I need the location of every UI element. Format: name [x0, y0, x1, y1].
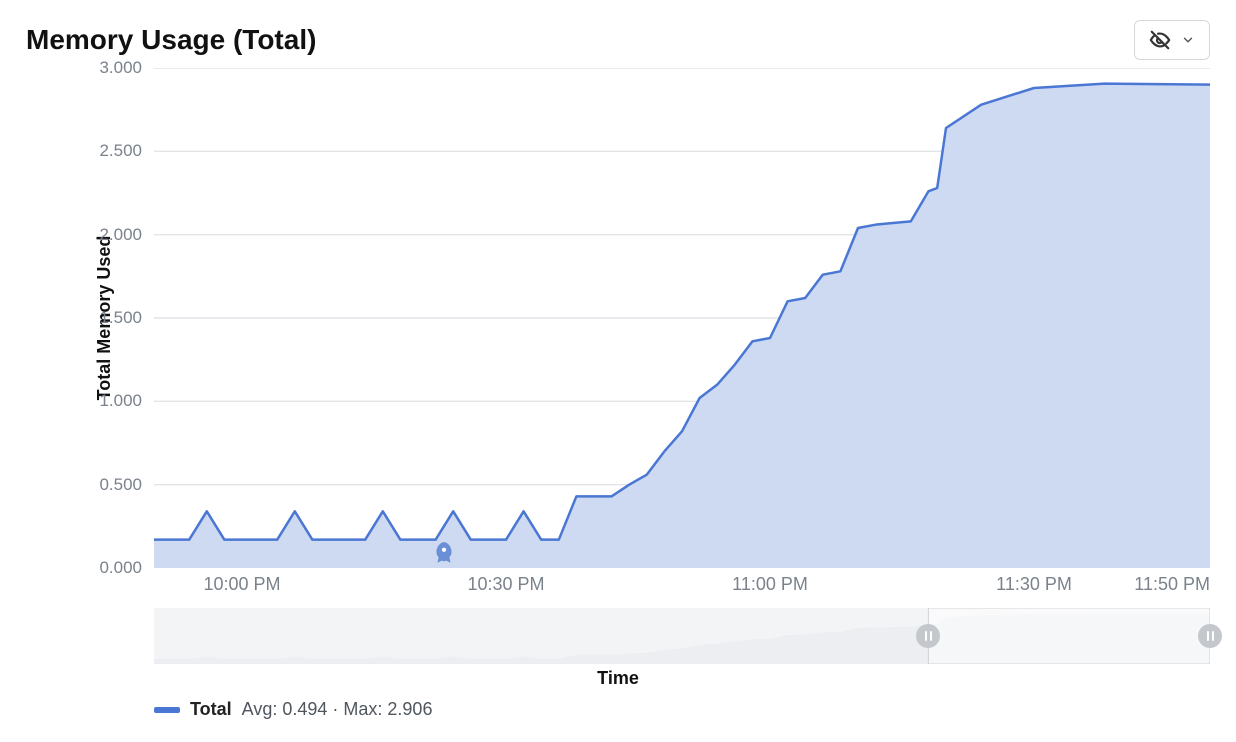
panel-header: Memory Usage (Total)	[26, 20, 1210, 60]
time-brush[interactable]	[154, 608, 1210, 664]
panel-title: Memory Usage (Total)	[26, 24, 316, 56]
x-axis-label: Time	[26, 668, 1210, 689]
chart-area: Total Memory Used 0.0000.5001.0001.5002.…	[26, 68, 1210, 568]
y-tick: 1.500	[78, 308, 142, 328]
y-tick: 3.000	[78, 58, 142, 78]
x-tick: 10:30 PM	[467, 574, 544, 595]
x-tick: 11:00 PM	[732, 574, 808, 595]
x-tick: 10:00 PM	[203, 574, 280, 595]
rocket-icon	[431, 540, 457, 566]
x-tick: 11:30 PM	[996, 574, 1072, 595]
chevron-down-icon	[1181, 33, 1195, 47]
brush-handle-start[interactable]	[916, 624, 940, 648]
legend-series-name: Total	[190, 699, 232, 720]
y-tick: 0.500	[78, 475, 142, 495]
y-tick: 1.000	[78, 391, 142, 411]
y-tick: 0.000	[78, 558, 142, 578]
legend-series-stats: Avg: 0.494 · Max: 2.906	[242, 699, 433, 720]
plot-region[interactable]	[154, 68, 1210, 568]
y-tick: 2.000	[78, 225, 142, 245]
x-tick: 11:50 PM	[1134, 574, 1210, 595]
visibility-off-icon	[1149, 29, 1171, 51]
y-axis-ticks: 0.0000.5001.0001.5002.0002.5003.000	[78, 68, 142, 568]
legend-swatch	[154, 707, 180, 713]
y-tick: 2.500	[78, 141, 142, 161]
visibility-dropdown[interactable]	[1134, 20, 1210, 60]
chart-panel: Memory Usage (Total) Total Memory Used 0…	[0, 0, 1236, 742]
x-axis-ticks: 10:00 PM 10:30 PM 11:00 PM 11:30 PM 11:50 PM	[154, 568, 1210, 608]
legend: Total Avg: 0.494 · Max: 2.906	[154, 699, 1210, 720]
brush-handle-end[interactable]	[1198, 624, 1222, 648]
